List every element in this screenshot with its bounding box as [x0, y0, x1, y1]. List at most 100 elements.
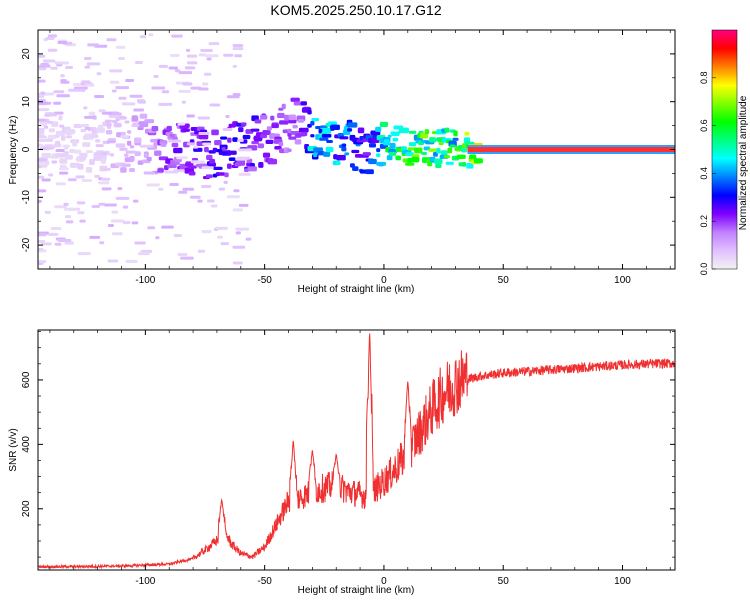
spectrogram-noise-cell: [54, 242, 62, 246]
spectrogram-cell: [115, 143, 126, 148]
spectrogram-cell: [387, 134, 392, 138]
spectrogram-cell: [287, 148, 292, 152]
spectrogram-cell: [376, 148, 381, 153]
spectrogram-cell: [73, 149, 82, 154]
spectrogram-noise-cell: [120, 135, 129, 139]
spectrogram-noise-cell: [139, 144, 154, 148]
spectrogram-noise-cell: [235, 231, 241, 235]
spectrogram-cell: [389, 142, 396, 149]
spectrogram-noise-cell: [63, 202, 69, 206]
spectrogram-noise-cell: [38, 260, 47, 264]
spectrogram-noise-cell: [86, 62, 101, 66]
snr-ytick-label: 600: [21, 371, 32, 388]
spectrogram-cell: [224, 172, 229, 178]
spectrogram-noise-cell: [164, 170, 179, 174]
spectrogram-cell: [281, 103, 286, 110]
spectrogram-noise-cell: [38, 158, 47, 162]
spectrogram-cell: [251, 140, 259, 145]
chart-title: KOM5.2025.250.10.17.G12: [270, 2, 441, 18]
spectrogram-noise-cell: [59, 124, 65, 128]
spectrogram-cell: [227, 137, 232, 143]
spectrogram-cell: [167, 164, 177, 169]
spectrogram-cell: [341, 146, 347, 152]
spectrogram-noise-cell: [182, 82, 193, 86]
spectrogram-cell: [411, 154, 420, 158]
spectrogram-noise-cell: [111, 232, 123, 236]
spectrogram-cell: [421, 151, 428, 155]
spectrogram-noise-cell: [189, 195, 201, 199]
spectrogram-noise-cell: [238, 172, 251, 176]
spectrogram-noise-cell: [47, 48, 58, 52]
spectrogram-noise-cell: [58, 167, 69, 171]
spectrogram-cell: [232, 137, 238, 142]
spectrogram-cell: [54, 140, 61, 146]
spectrogram-noise-cell: [43, 125, 49, 129]
spectrogram-noise-cell: [238, 203, 249, 207]
spectrogram-noise-cell: [101, 111, 113, 115]
spectrogram-noise-cell: [194, 160, 206, 164]
spectrogram-noise-cell: [238, 148, 252, 152]
spectrogram-noise-cell: [38, 175, 45, 179]
spectrogram-noise-cell: [143, 171, 156, 175]
spectrogram-cell: [212, 147, 218, 153]
spectrogram-cell: [336, 154, 346, 161]
spectrogram-noise-cell: [232, 64, 238, 68]
spectrogram-noise-cell: [245, 237, 252, 241]
spectrogram-cell: [383, 139, 390, 145]
spectrogram-noise-cell: [89, 235, 101, 239]
spectrogram-cell: [216, 172, 226, 176]
spectrogram-noise-cell: [161, 90, 170, 94]
spectrogram-cell: [386, 155, 393, 161]
spectrogram-noise-cell: [208, 42, 220, 46]
spectrogram-noise-cell: [94, 174, 100, 178]
spectrogram-noise-cell: [139, 35, 147, 39]
spectrogram-cell: [38, 127, 45, 132]
spectrogram-noise-cell: [101, 152, 108, 156]
spectrogram-cell: [238, 127, 244, 133]
spectrogram-cell: [379, 121, 389, 127]
snr-xtick-label: -50: [257, 576, 272, 587]
spectrogram-noise-cell: [98, 202, 106, 206]
spectrogram-noise-cell: [38, 135, 47, 139]
spectrogram-cell: [260, 114, 268, 120]
spectrogram-noise-cell: [153, 74, 159, 78]
spectrogram-noise-cell: [201, 230, 212, 234]
spectrogram-noise-cell: [101, 177, 111, 181]
spectrogram-cell: [213, 166, 223, 171]
spectrogram-noise-cell: [50, 66, 58, 70]
spectrogram-cell: [91, 134, 99, 139]
spectrogram-noise-cell: [41, 178, 51, 182]
spectrogram-cell: [313, 152, 318, 158]
spectrogram-noise-cell: [75, 175, 85, 179]
spectrogram-noise-cell: [38, 165, 42, 169]
spectrogram-noise-cell: [60, 74, 65, 78]
spectrogram-cell: [220, 136, 228, 140]
spectrogram-noise-cell: [186, 142, 196, 146]
spectrogram-cell: [69, 149, 75, 154]
spectrogram-noise-cell: [185, 48, 191, 52]
spectrogram-cell: [290, 97, 300, 102]
spectrogram-cell: [58, 115, 63, 121]
snr-panel: -100 -50 0 50 100 200 400 600 Height of straigh…: [8, 329, 676, 596]
spectrogram-noise-cell: [55, 182, 66, 186]
spectrogram-cell: [278, 142, 284, 147]
spectrogram-noise-cell: [38, 98, 46, 102]
spectrogram-cell: [160, 142, 167, 147]
spectrogram-cell: [405, 162, 415, 166]
spectrogram-cell: [66, 135, 72, 139]
spectrogram-noise-cell: [237, 156, 251, 160]
spectrogram-noise-cell: [111, 210, 119, 214]
spectrogram-noise-cell: [38, 162, 45, 166]
spectrogram-noise-cell: [119, 115, 126, 119]
spectrogram-noise-cell: [122, 221, 131, 225]
spectrogram-noise-cell: [186, 61, 198, 65]
spectrogram-noise-cell: [178, 190, 188, 194]
spectrogram-noise-cell: [81, 80, 91, 84]
spectrogram-cell: [96, 127, 105, 133]
spectrogram-cell: [129, 155, 135, 162]
spectrogram-cell: [257, 143, 265, 149]
spectrogram-noise-cell: [80, 124, 90, 128]
spectrogram-cell: [89, 159, 95, 166]
spectrogram-cell: [65, 154, 73, 160]
spectrogram-noise-cell: [64, 241, 74, 245]
